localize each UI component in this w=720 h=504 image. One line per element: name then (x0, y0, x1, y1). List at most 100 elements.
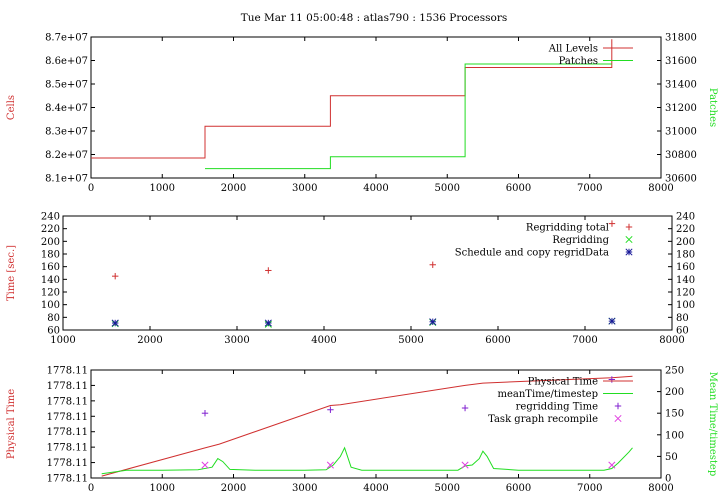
chart2-y-tick-label: 1778.11 (47, 366, 88, 377)
chart1-x-tick-label: 3000 (224, 335, 249, 346)
chart1-y-tick-label: 60 (47, 326, 60, 337)
chart1-x-tick-label: 6000 (485, 335, 510, 346)
chart0-y-tick-label: 8.6e+07 (45, 56, 88, 67)
chart2-legend-label: Physical Time (528, 377, 598, 388)
chart0-y2-tick-label: 31200 (665, 103, 697, 114)
chart0-legend-label: All Levels (548, 44, 598, 55)
chart1-y2-tick-label: 180 (676, 250, 695, 261)
chart1-y2-tick-label: 220 (676, 224, 695, 235)
chart1-x-tick-label: 5000 (398, 335, 423, 346)
chart0-x-tick-label: 1000 (150, 183, 175, 194)
chart2-y2-tick-label: 250 (665, 366, 684, 377)
chart1-y-axis-label: Time [sec.] (6, 245, 17, 301)
chart2-y-tick-label: 1778.11 (47, 412, 88, 423)
chart0-y2-tick-label: 31600 (665, 56, 697, 67)
chart2-x-tick-label: 0 (88, 483, 94, 494)
chart1-y-tick-label: 160 (41, 262, 60, 273)
chart1-y-tick-label: 80 (47, 313, 60, 324)
chart0-x-tick-label: 4000 (363, 183, 388, 194)
chart2-y-tick-label: 1778.11 (47, 381, 88, 392)
chart1-y-tick-label: 100 (41, 300, 60, 311)
chart1-legend-label: Regridding (552, 235, 609, 246)
chart1-series-2-point (429, 318, 437, 326)
chart1-legend-label: Schedule and copy regridData (455, 248, 609, 259)
chart1-y2-tick-label: 140 (676, 275, 695, 286)
chart2-x-tick-label: 4000 (363, 483, 388, 494)
chart2-y2-axis-label: Mean Time/timestep (707, 372, 718, 476)
chart1-y2-tick-label: 160 (676, 262, 695, 273)
chart0-y-axis-label: Cells (6, 95, 17, 120)
chart0-y2-tick-label: 30800 (665, 150, 697, 161)
chart1-y-tick-label: 120 (41, 288, 60, 299)
chart2-series-3-point (326, 461, 334, 469)
chart0-x-tick-label: 2000 (221, 183, 246, 194)
chart0-y-tick-label: 8.5e+07 (45, 80, 88, 91)
chart1-plot-frame (62, 215, 673, 331)
chart0-x-tick-label: 6000 (506, 183, 531, 194)
chart2-legend-label: meanTime/timestep (497, 389, 598, 400)
chart1-legend-swatch (625, 235, 633, 244)
chart0-y2-tick-label: 31400 (665, 80, 697, 91)
chart2-y-tick-label: 1778.11 (47, 427, 88, 438)
chart0-legend-label: Patches (559, 56, 598, 67)
chart1-y2-tick-label: 240 (676, 212, 695, 223)
chart1-y-tick-label: 240 (41, 212, 60, 223)
chart1-x-tick-label: 2000 (137, 335, 162, 346)
chart2-x-tick-label: 1000 (150, 483, 175, 494)
page-title: Tue Mar 11 05:00:48 : atlas790 : 1536 Pr… (241, 12, 508, 24)
chart2-y2-tick-label: 0 (665, 474, 671, 485)
chart1-y2-tick-label: 60 (676, 326, 689, 337)
chart2-y2-tick-label: 100 (665, 430, 684, 441)
chart0-x-tick-label: 0 (88, 183, 94, 194)
chart0-x-tick-label: 3000 (292, 183, 317, 194)
chart1-legend-label: Regridding total (526, 223, 609, 234)
chart2-series-3-point (461, 461, 469, 469)
chart1-x-tick-label: 7000 (572, 335, 597, 346)
chart2-y-tick-label: 1778.11 (47, 474, 88, 485)
chart2-y-axis-label: Physical Time (6, 389, 17, 459)
chart2-y2-tick-label: 200 (665, 387, 684, 398)
chart0-y-tick-label: 8.4e+07 (45, 103, 88, 114)
chart0-y-tick-label: 8.7e+07 (45, 33, 88, 44)
chart0-y-tick-label: 8.1e+07 (45, 174, 88, 185)
chart1-y-tick-label: 140 (41, 275, 60, 286)
chart2-y2-tick-label: 150 (665, 409, 684, 420)
chart0-y2-axis-label: Patches (707, 88, 718, 127)
chart1-y-tick-label: 180 (41, 250, 60, 261)
chart2-series-3-point (201, 461, 209, 469)
chart1-y2-tick-label: 100 (676, 300, 695, 311)
chart1-series-2-point (608, 317, 616, 325)
chart2-series-3-point (608, 461, 616, 469)
chart2-x-tick-label: 7000 (577, 483, 602, 494)
chart2-x-tick-label: 5000 (435, 483, 460, 494)
chart2-series-1-line (101, 446, 633, 475)
chart2-legend-label: regridding Time (516, 402, 598, 413)
chart1-series-2-point (111, 319, 119, 327)
chart2-x-tick-label: 3000 (292, 483, 317, 494)
chart1-y2-tick-label: 80 (676, 313, 689, 324)
chart0-series-1-line (205, 63, 612, 170)
chart1-series-2-point (264, 319, 272, 327)
chart0-y-tick-label: 8.3e+07 (45, 127, 88, 138)
chart2-y-tick-label: 1778.11 (47, 458, 88, 469)
chart0-y-tick-label: 8.2e+07 (45, 150, 88, 161)
chart0-x-tick-label: 8000 (648, 183, 673, 194)
chart0-x-tick-label: 5000 (435, 183, 460, 194)
chart2-series-0-line (101, 375, 633, 477)
chart2-y2-tick-label: 50 (665, 452, 678, 463)
chart2-legend-swatch (614, 414, 622, 423)
chart1-y2-tick-label: 120 (676, 288, 695, 299)
chart2-x-tick-label: 6000 (506, 483, 531, 494)
chart2-y-tick-label: 1778.11 (47, 443, 88, 454)
chart1-y-tick-label: 220 (41, 224, 60, 235)
chart1-x-tick-label: 1000 (50, 335, 75, 346)
chart2-legend-label: Task graph recompile (488, 414, 598, 425)
chart2-x-tick-label: 8000 (648, 483, 673, 494)
chart0-y2-tick-label: 31800 (665, 33, 697, 44)
chart1-legend-swatch (625, 248, 633, 256)
chart0-y2-tick-label: 30600 (665, 174, 697, 185)
chart2-x-tick-label: 2000 (221, 483, 246, 494)
chart1-y-tick-label: 200 (41, 237, 60, 248)
